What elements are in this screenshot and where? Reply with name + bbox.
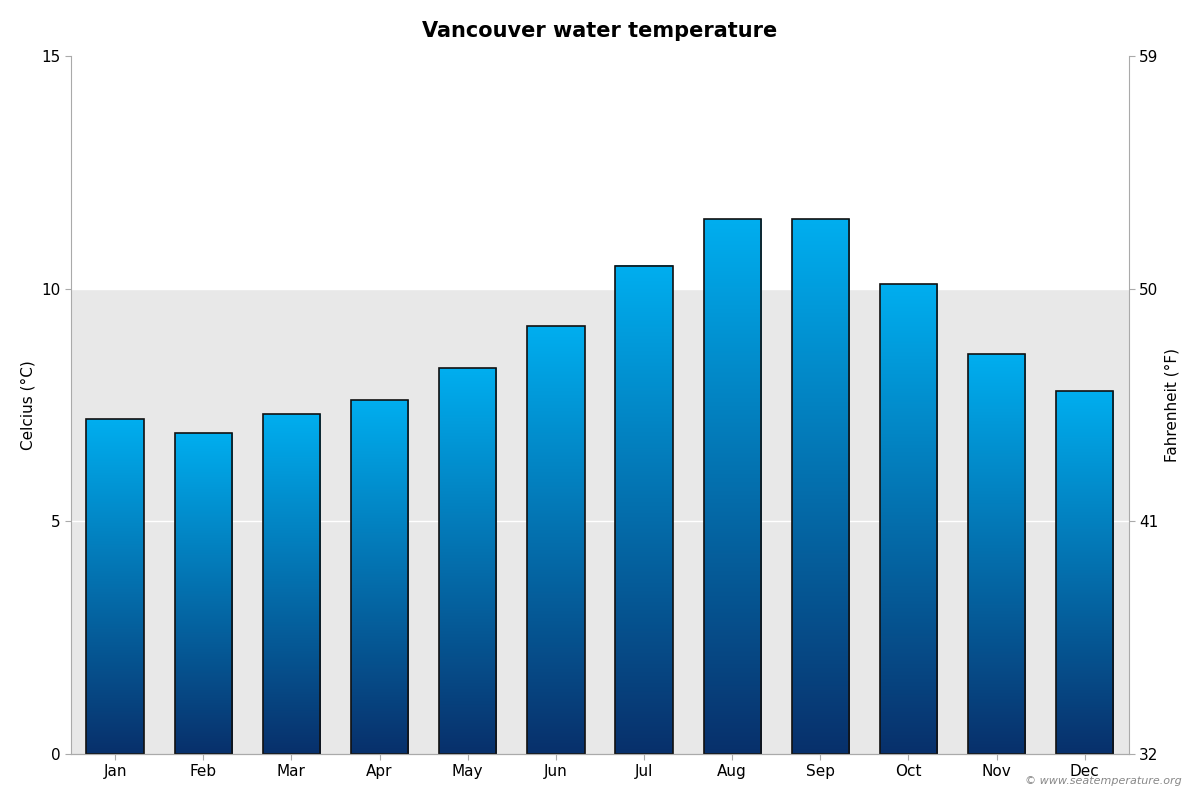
Bar xyxy=(527,326,584,754)
Bar xyxy=(175,433,232,754)
Y-axis label: Fahrenheit (°F): Fahrenheit (°F) xyxy=(1164,348,1180,462)
Bar xyxy=(703,219,761,754)
Y-axis label: Celcius (°C): Celcius (°C) xyxy=(20,360,36,450)
Title: Vancouver water temperature: Vancouver water temperature xyxy=(422,21,778,41)
Bar xyxy=(263,414,320,754)
Bar xyxy=(968,354,1025,754)
Bar xyxy=(86,419,144,754)
Bar xyxy=(880,284,937,754)
Bar xyxy=(1056,391,1114,754)
Bar xyxy=(71,289,1129,754)
Text: © www.seatemperature.org: © www.seatemperature.org xyxy=(1025,776,1182,786)
Bar xyxy=(792,219,848,754)
Bar xyxy=(350,400,408,754)
Bar xyxy=(439,368,497,754)
Bar xyxy=(616,266,673,754)
